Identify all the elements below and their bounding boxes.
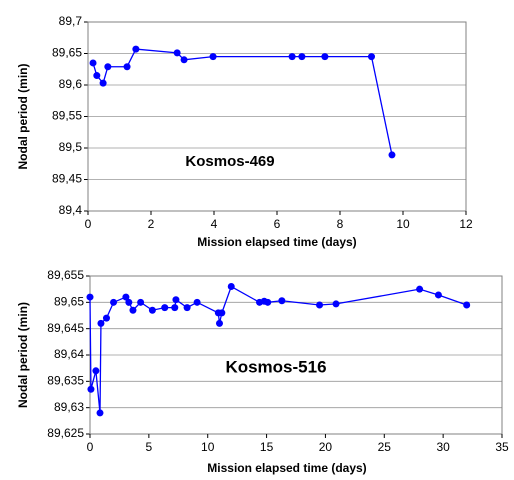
x-tick-label: 2 [148, 217, 155, 231]
x-tick-label: 10 [201, 440, 215, 454]
data-point [368, 53, 375, 61]
x-axis-label: Mission elapsed time (days) [207, 461, 366, 475]
annotation: Kosmos-469 [185, 153, 274, 170]
data-line [92, 48, 393, 156]
x-tick-label: 10 [396, 217, 410, 231]
y-tick-label: 89,645 [47, 321, 84, 335]
data-point [218, 309, 226, 317]
annotation: Kosmos-516 [225, 357, 326, 376]
data-point [316, 301, 324, 309]
data-point [332, 300, 340, 308]
data-point [264, 298, 272, 306]
data-point [209, 53, 217, 61]
data-point [86, 293, 94, 301]
data-point [89, 59, 97, 67]
data-point [215, 319, 223, 327]
data-point [99, 79, 107, 87]
data-point [137, 298, 145, 306]
x-axis-label: Mission elapsed time (days) [197, 235, 356, 249]
data-point [278, 297, 286, 305]
data-point [122, 293, 130, 301]
y-tick-label: 89,7 [59, 14, 83, 28]
x-tick-label: 5 [146, 440, 153, 454]
data-line [89, 285, 467, 413]
data-point [288, 53, 296, 61]
data-point [463, 301, 471, 309]
y-tick-label: 89,635 [47, 374, 84, 388]
data-point [298, 53, 306, 61]
y-tick-label: 89,55 [52, 109, 82, 123]
x-tick-label: 20 [319, 440, 333, 454]
data-point [96, 409, 104, 417]
y-axis-label: Nodal period (min) [16, 64, 30, 170]
x-tick-label: 15 [260, 440, 274, 454]
x-tick-label: 4 [211, 217, 218, 231]
data-point [93, 72, 101, 80]
data-point [132, 45, 140, 53]
data-point [161, 304, 169, 312]
data-point [87, 385, 95, 393]
data-point [172, 296, 180, 304]
y-axis-label: Nodal period (min) [16, 302, 30, 408]
y-tick-label: 89,5 [59, 140, 83, 154]
data-point [104, 63, 112, 71]
data-point [227, 283, 235, 291]
data-point [434, 291, 442, 299]
data-point [388, 151, 396, 159]
data-point [183, 304, 191, 312]
y-tick-label: 89,65 [52, 46, 82, 60]
x-tick-label: 30 [436, 440, 450, 454]
data-point [171, 304, 179, 312]
y-tick-label: 89,6 [59, 77, 83, 91]
x-tick-label: 8 [337, 217, 344, 231]
x-tick-label: 12 [459, 217, 473, 231]
data-point [180, 56, 188, 64]
x-tick-label: 35 [495, 440, 509, 454]
data-point [416, 285, 424, 293]
y-tick-label: 89,625 [47, 426, 84, 440]
data-point [129, 306, 137, 314]
data-point [321, 53, 329, 61]
data-point [173, 49, 181, 57]
x-tick-label: 6 [274, 217, 281, 231]
y-tick-label: 89,64 [54, 347, 84, 361]
data-point [125, 298, 133, 306]
x-tick-label: 25 [378, 440, 392, 454]
data-point [102, 314, 110, 322]
x-tick-label: 0 [87, 440, 94, 454]
y-tick-label: 89,45 [52, 172, 82, 186]
data-point [110, 298, 118, 306]
data-point [123, 63, 131, 71]
x-tick-label: 0 [85, 217, 92, 231]
y-tick-label: 89,655 [47, 268, 84, 282]
y-tick-label: 89,63 [54, 400, 84, 414]
y-tick-label: 89,4 [59, 203, 83, 217]
data-point [97, 319, 105, 327]
y-tick-label: 89,65 [54, 295, 84, 309]
data-point [92, 367, 100, 375]
data-point [148, 306, 156, 314]
data-point [193, 298, 201, 306]
